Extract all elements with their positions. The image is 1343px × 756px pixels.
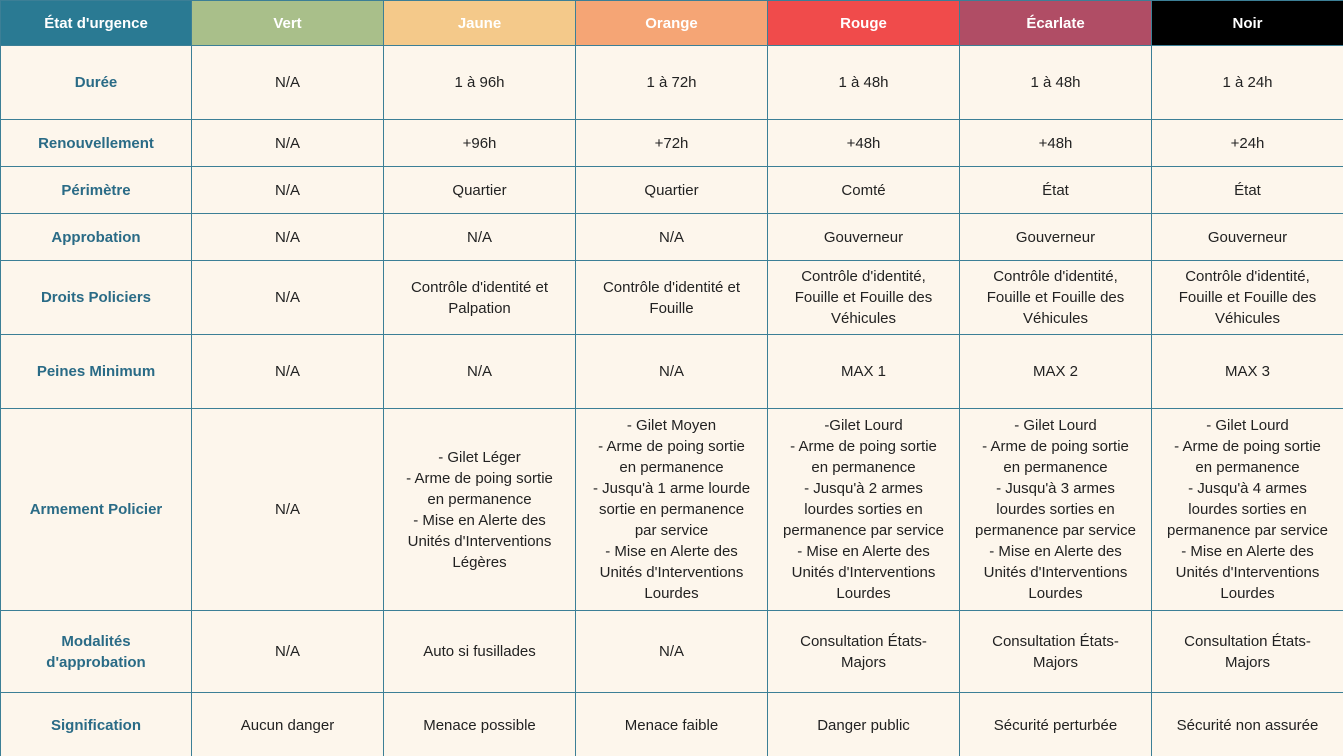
row-signification: Signification Aucun danger Menace possib… (0, 692, 1343, 756)
cell: Consultation États- Majors (1151, 610, 1343, 693)
header-level-vert: Vert (191, 0, 384, 46)
cell: Aucun danger (191, 692, 384, 756)
header-level-jaune: Jaune (383, 0, 576, 46)
cell: État (1151, 166, 1343, 214)
header-title: État d'urgence (0, 0, 192, 46)
cell: N/A (191, 119, 384, 167)
cell: Menace possible (383, 692, 576, 756)
cell: Contrôle d'identité et Fouille (575, 260, 768, 335)
cell: Gouverneur (767, 213, 960, 261)
cell: N/A (383, 213, 576, 261)
header-level-ecarlate: Écarlate (959, 0, 1152, 46)
cell: Contrôle d'identité, Fouille et Fouille … (1151, 260, 1343, 335)
cell: N/A (575, 610, 768, 693)
header-level-noir: Noir (1151, 0, 1343, 46)
cell: +48h (959, 119, 1152, 167)
header-level-rouge: Rouge (767, 0, 960, 46)
row-armement-policier: Armement Policier N/A - Gilet Léger - Ar… (0, 408, 1343, 611)
cell: N/A (575, 213, 768, 261)
cell: N/A (191, 610, 384, 693)
cell: Sécurité perturbée (959, 692, 1152, 756)
row-perimetre: Périmètre N/A Quartier Quartier Comté Ét… (0, 166, 1343, 214)
cell: Comté (767, 166, 960, 214)
row-modalites-approbation: Modalités d'approbation N/A Auto si fusi… (0, 610, 1343, 693)
row-label-armement-policier: Armement Policier (0, 408, 192, 611)
cell: +72h (575, 119, 768, 167)
cell: 1 à 48h (767, 45, 960, 120)
cell: - Gilet Léger - Arme de poing sortie en … (383, 408, 576, 611)
cell: Consultation États- Majors (959, 610, 1152, 693)
row-label-modalites-approbation: Modalités d'approbation (0, 610, 192, 693)
cell: N/A (191, 213, 384, 261)
cell: +48h (767, 119, 960, 167)
row-label-approbation: Approbation (0, 213, 192, 261)
cell: N/A (575, 334, 768, 409)
row-peines-minimum: Peines Minimum N/A N/A N/A MAX 1 MAX 2 M… (0, 334, 1343, 409)
cell: Gouverneur (1151, 213, 1343, 261)
row-label-duree: Durée (0, 45, 192, 120)
cell: 1 à 72h (575, 45, 768, 120)
row-approbation: Approbation N/A N/A N/A Gouverneur Gouve… (0, 213, 1343, 261)
row-label-peines-minimum: Peines Minimum (0, 334, 192, 409)
cell: N/A (191, 408, 384, 611)
cell: MAX 2 (959, 334, 1152, 409)
cell: Quartier (575, 166, 768, 214)
cell: Sécurité non assurée (1151, 692, 1343, 756)
row-droits-policiers: Droits Policiers N/A Contrôle d'identité… (0, 260, 1343, 335)
cell: Gouverneur (959, 213, 1152, 261)
cell: 1 à 24h (1151, 45, 1343, 120)
header-level-orange: Orange (575, 0, 768, 46)
cell: N/A (383, 334, 576, 409)
cell: Danger public (767, 692, 960, 756)
cell: MAX 3 (1151, 334, 1343, 409)
cell: 1 à 96h (383, 45, 576, 120)
row-label-renouvellement: Renouvellement (0, 119, 192, 167)
header-row: État d'urgence Vert Jaune Orange Rouge É… (0, 0, 1343, 46)
row-renouvellement: Renouvellement N/A +96h +72h +48h +48h +… (0, 119, 1343, 167)
row-label-droits-policiers: Droits Policiers (0, 260, 192, 335)
row-label-perimetre: Périmètre (0, 166, 192, 214)
cell: N/A (191, 260, 384, 335)
cell: - Gilet Lourd - Arme de poing sortie en … (1151, 408, 1343, 611)
cell: État (959, 166, 1152, 214)
cell: - Gilet Lourd - Arme de poing sortie en … (959, 408, 1152, 611)
cell: Contrôle d'identité, Fouille et Fouille … (959, 260, 1152, 335)
cell: N/A (191, 45, 384, 120)
row-label-signification: Signification (0, 692, 192, 756)
cell: N/A (191, 334, 384, 409)
cell: Quartier (383, 166, 576, 214)
cell: - Gilet Moyen - Arme de poing sortie en … (575, 408, 768, 611)
row-duree: Durée N/A 1 à 96h 1 à 72h 1 à 48h 1 à 48… (0, 45, 1343, 120)
cell: Contrôle d'identité, Fouille et Fouille … (767, 260, 960, 335)
cell: Menace faible (575, 692, 768, 756)
cell: N/A (191, 166, 384, 214)
cell: Auto si fusillades (383, 610, 576, 693)
cell: 1 à 48h (959, 45, 1152, 120)
cell: -Gilet Lourd - Arme de poing sortie en p… (767, 408, 960, 611)
cell: Consultation États- Majors (767, 610, 960, 693)
cell: +24h (1151, 119, 1343, 167)
cell: MAX 1 (767, 334, 960, 409)
cell: +96h (383, 119, 576, 167)
cell: Contrôle d'identité et Palpation (383, 260, 576, 335)
